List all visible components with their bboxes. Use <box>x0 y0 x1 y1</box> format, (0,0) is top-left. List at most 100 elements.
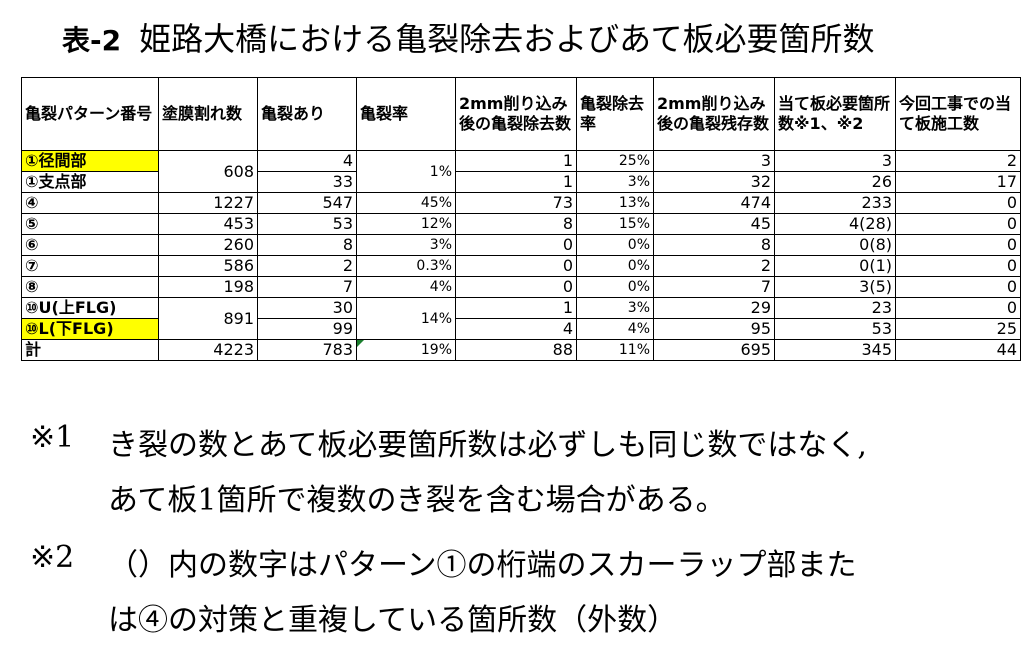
cell-remaining: 8 <box>653 234 775 256</box>
cell-removal-rate: 11% <box>576 339 654 361</box>
cell-removed: 1 <box>455 171 577 193</box>
header-done: 今回工事での当て板施工数 <box>895 77 1021 151</box>
header-removed: 2mm削り込み後の亀裂除去数 <box>455 77 577 151</box>
footnote-1-line-1: ※1 き裂の数とあて板必要箇所数は必ずしも同じ数ではなく, <box>30 420 867 463</box>
table-row: ①径間部 608 4 1% 1 25% 3 3 2 <box>21 150 1021 193</box>
cell-crack: 4 <box>257 150 357 172</box>
table-header-row: 亀裂パターン番号 塗膜割れ数 亀裂あり 亀裂率 2mm削り込み後の亀裂除去数 亀… <box>21 77 1021 151</box>
row-pattern: ④ <box>21 192 159 214</box>
cell-needed: 233 <box>774 192 896 214</box>
header-needed: 当て板必要箇所数※1、※2 <box>774 77 896 151</box>
cell-crack: 8 <box>257 234 357 256</box>
cell-done: 0 <box>895 297 1021 319</box>
cell-removed: 0 <box>455 255 577 277</box>
cell-needed: 0(8) <box>774 234 896 256</box>
table-row: ⑧ 198 7 4% 0 0% 7 3(5) 0 <box>21 276 1021 298</box>
footnote-1-line-2: あて板1箇所で複数のき裂を含む場合がある。 <box>108 483 726 518</box>
cell-done: 0 <box>895 234 1021 256</box>
header-removal-rate: 亀裂除去率 <box>576 77 654 151</box>
cell-film: 586 <box>158 255 258 277</box>
cell-crack: 30 <box>257 297 357 319</box>
row-pattern: ⑤ <box>21 213 159 235</box>
cell-remaining: 29 <box>653 297 775 319</box>
cell-needed: 23 <box>774 297 896 319</box>
row-pattern: ⑥ <box>21 234 159 256</box>
cell-remaining: 3 <box>653 150 775 172</box>
cell-done: 2 <box>895 150 1021 172</box>
cell-removed: 0 <box>455 234 577 256</box>
cell-needed: 3 <box>774 150 896 172</box>
crack-table: 亀裂パターン番号 塗膜割れ数 亀裂あり 亀裂率 2mm削り込み後の亀裂除去数 亀… <box>21 77 1021 361</box>
cell-removal-rate: 4% <box>576 318 654 340</box>
header-crack-rate: 亀裂率 <box>356 77 456 151</box>
table-row: ⑩U(上FLG) 891 30 14% 1 3% 29 23 0 <box>21 297 1021 340</box>
cell-needed: 26 <box>774 171 896 193</box>
cell-needed: 53 <box>774 318 896 340</box>
header-remaining: 2mm削り込み後の亀裂残存数 <box>653 77 775 151</box>
cell-crack: 99 <box>257 318 357 340</box>
cell-removed: 8 <box>455 213 577 235</box>
row-pattern: ⑧ <box>21 276 159 298</box>
cell-crack: 33 <box>257 171 357 193</box>
cell-removed: 73 <box>455 192 577 214</box>
row-pattern: ⑩L(下FLG) <box>21 318 159 340</box>
table-row: ⑦ 586 2 0.3% 0 0% 2 0(1) 0 <box>21 255 1021 277</box>
cell-removed: 4 <box>455 318 577 340</box>
header-film-cracks: 塗膜割れ数 <box>158 77 258 151</box>
cell-removal-rate: 25% <box>576 150 654 172</box>
cell-removal-rate: 0% <box>576 276 654 298</box>
row-pattern: ①支点部 <box>21 171 159 193</box>
cell-needed: 3(5) <box>774 276 896 298</box>
table-row: ⑩L(下FLG) 99 4 4% 95 53 25 <box>21 318 1021 340</box>
cell-film: 891 <box>158 297 258 340</box>
cell-removal-rate: 0% <box>576 255 654 277</box>
header-crack: 亀裂あり <box>257 77 357 151</box>
footnote-2-mark: ※2 <box>30 540 75 575</box>
cell-remaining: 2 <box>653 255 775 277</box>
table-row: ⑥ 260 8 3% 0 0% 8 0(8) 0 <box>21 234 1021 256</box>
header-pattern: 亀裂パターン番号 <box>21 77 159 151</box>
cell-film: 1227 <box>158 192 258 214</box>
cell-rate: 1% <box>356 150 456 193</box>
row-pattern: ⑩U(上FLG) <box>21 297 159 319</box>
cell-rate: 4% <box>356 276 456 298</box>
cell-crack: 7 <box>257 276 357 298</box>
cell-removal-rate: 3% <box>576 171 654 193</box>
cell-removal-rate: 3% <box>576 297 654 319</box>
table-total-row: 計 4223 783 19% 88 11% 695 345 44 <box>21 339 1021 361</box>
cell-rate: 0.3% <box>356 255 456 277</box>
cell-remaining: 45 <box>653 213 775 235</box>
cell-film: 198 <box>158 276 258 298</box>
table-title: 姫路大橋における亀裂除去およびあて板必要箇所数 <box>139 20 875 58</box>
cell-crack: 547 <box>257 192 357 214</box>
cell-done: 44 <box>895 339 1021 361</box>
cell-needed: 0(1) <box>774 255 896 277</box>
cell-removed: 1 <box>455 297 577 319</box>
table-row: ④ 1227 547 45% 73 13% 474 233 0 <box>21 192 1021 214</box>
cell-removal-rate: 15% <box>576 213 654 235</box>
cell-film: 608 <box>158 150 258 193</box>
cell-remaining: 474 <box>653 192 775 214</box>
cell-crack: 53 <box>257 213 357 235</box>
cell-removed: 88 <box>455 339 577 361</box>
cell-removed: 1 <box>455 150 577 172</box>
cell-remaining: 32 <box>653 171 775 193</box>
cell-film: 4223 <box>158 339 258 361</box>
cell-remaining: 7 <box>653 276 775 298</box>
cell-needed: 345 <box>774 339 896 361</box>
cell-rate: 45% <box>356 192 456 214</box>
cell-done: 0 <box>895 255 1021 277</box>
cell-done: 25 <box>895 318 1021 340</box>
cell-remaining: 95 <box>653 318 775 340</box>
cell-done: 17 <box>895 171 1021 193</box>
table-number: 表-2 <box>62 24 122 57</box>
footnote-1-text: き裂の数とあて板必要箇所数は必ずしも同じ数ではなく, <box>108 428 867 463</box>
cell-rate: 14% <box>356 297 456 340</box>
cell-done: 0 <box>895 192 1021 214</box>
footnote-1-mark: ※1 <box>30 420 75 455</box>
cell-film: 260 <box>158 234 258 256</box>
cell-removal-rate: 13% <box>576 192 654 214</box>
cell-needed: 4(28) <box>774 213 896 235</box>
footnote-2-text: （）内の数字はパターン①の桁端のスカーラップ部また <box>108 548 857 583</box>
cell-crack: 783 <box>257 339 357 361</box>
